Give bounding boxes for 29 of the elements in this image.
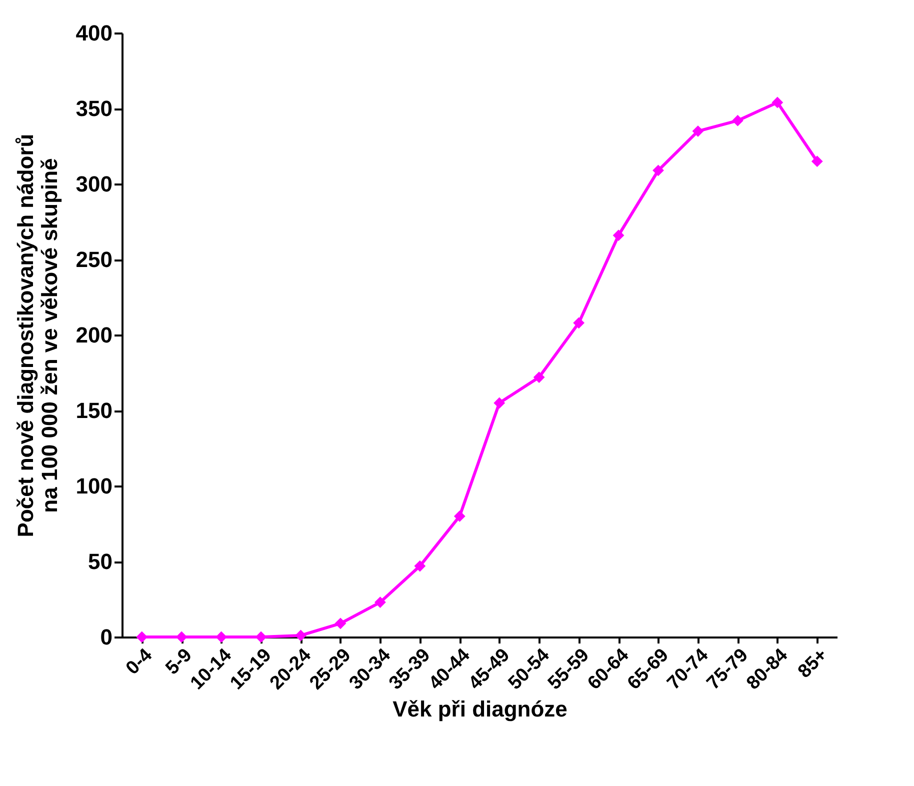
y-tick-label: 250 <box>76 247 112 272</box>
point <box>494 397 506 409</box>
point <box>692 125 704 137</box>
point <box>454 510 466 522</box>
point <box>772 96 784 108</box>
point <box>612 230 624 242</box>
point <box>334 618 346 630</box>
point <box>414 560 426 572</box>
x-tick-label: 85+ <box>794 644 832 682</box>
y-tick-label: 50 <box>88 549 112 574</box>
point <box>295 630 306 642</box>
y-tick-label: 400 <box>76 20 112 46</box>
y-tick-label: 150 <box>76 398 112 423</box>
y-tick-label: 100 <box>76 474 112 498</box>
point <box>811 156 823 168</box>
y-tick-label: 0 <box>100 624 112 650</box>
point <box>255 631 267 643</box>
x-axis-title: Věk při diagnóze <box>392 696 568 722</box>
point <box>652 164 664 176</box>
y-tick-label: 350 <box>76 96 112 121</box>
point <box>176 631 188 643</box>
y-tick-label: 200 <box>76 322 112 348</box>
point <box>374 596 386 608</box>
point <box>533 372 545 383</box>
y-axis-title: Počet nově diagnostikovaných nádorů na 100 000 žen ve věkové skupině <box>12 134 62 538</box>
point <box>732 114 744 126</box>
point <box>573 317 585 329</box>
x-tick-label: 0-4 <box>122 644 157 680</box>
y-tick-label: 300 <box>76 172 112 196</box>
